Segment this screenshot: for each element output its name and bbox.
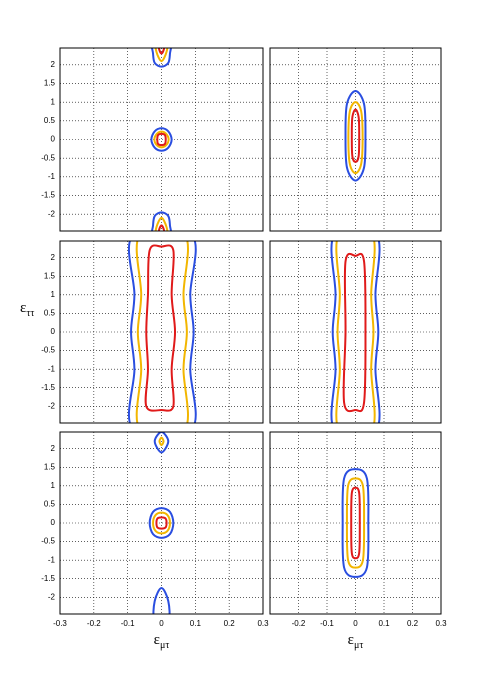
y-axis-label-symbol: ε	[20, 300, 26, 316]
contour-line	[330, 241, 381, 423]
y-tick-label: -0.5	[41, 537, 55, 546]
x-tick-label: 0	[159, 619, 164, 628]
contour-line	[342, 252, 367, 413]
panel: -2 -1.5 -1 -0.5 0 0.5 1 1.5 2	[41, 47, 264, 232]
y-tick-label: 1.5	[44, 271, 56, 280]
y-tick-label: -1	[48, 364, 56, 373]
contour-line	[153, 432, 170, 454]
y-tick-label: 2	[51, 60, 56, 69]
x-tick-label: 0.2	[224, 619, 236, 628]
y-tick-label: -1.5	[41, 574, 55, 583]
panel	[269, 240, 442, 424]
x-tick-label: 0.3	[257, 619, 269, 628]
y-tick-label: -0.5	[41, 153, 55, 162]
y-tick-label: -0.5	[41, 346, 55, 355]
contours	[150, 48, 173, 231]
y-tick-label: -1	[48, 172, 56, 181]
contour-line	[157, 224, 166, 231]
y-tick-label: -1	[48, 555, 56, 564]
contour-line	[144, 244, 177, 412]
y-tick-label: 0.5	[44, 500, 56, 509]
x-axis-label-subscript: μτ	[354, 640, 363, 651]
contour-line	[154, 48, 169, 63]
contour-line	[350, 486, 361, 560]
contour-line	[150, 127, 173, 152]
x-tick-label: 0.2	[407, 619, 419, 628]
contour-line	[345, 477, 366, 569]
x-tick-label: -0.2	[292, 619, 306, 628]
y-tick-label: -2	[48, 592, 56, 601]
contour-line	[152, 511, 171, 535]
y-tick-label: 0	[51, 327, 56, 336]
x-axis-label-subscript: μτ	[160, 640, 169, 651]
y-tick-label: -1.5	[41, 191, 55, 200]
x-axis-label: εμτ	[348, 632, 364, 651]
panel-frame	[59, 47, 264, 232]
y-tick-label: -2	[48, 401, 56, 410]
y-tick-label: -1.5	[41, 383, 55, 392]
y-axis-label: εττ	[20, 300, 34, 319]
x-tick-label: 0	[353, 619, 358, 628]
panel	[269, 47, 442, 232]
panel-frame	[269, 47, 442, 232]
contour-line	[153, 130, 170, 149]
contour-line	[152, 586, 171, 614]
y-tick-label: 2	[51, 253, 56, 262]
y-tick-label: 1	[51, 481, 56, 490]
panel-frame	[59, 431, 264, 615]
x-tick-label: 0.3	[435, 619, 447, 628]
contour-line	[335, 241, 376, 423]
contours	[148, 432, 175, 614]
contour-line	[350, 108, 361, 163]
contour-line	[154, 216, 169, 231]
contour-line	[347, 101, 364, 175]
contour-line	[158, 436, 165, 447]
y-axis-label-subscript: ττ	[26, 308, 34, 319]
y-tick-label: 1	[51, 97, 56, 106]
y-tick-label: 0	[51, 518, 56, 527]
x-tick-label: 0.1	[378, 619, 390, 628]
y-tick-label: 1.5	[44, 462, 56, 471]
contour-line	[156, 132, 167, 147]
x-tick-label: -0.2	[87, 619, 101, 628]
panel: -2 -1.5 -1 -0.5 0 0.5 1 1.5 2 εττ	[20, 240, 264, 424]
contour-line	[341, 468, 370, 578]
x-axis-label: εμτ	[154, 632, 170, 651]
contour-line	[157, 48, 166, 55]
x-tick-label: -0.1	[320, 619, 334, 628]
panel-frame	[269, 431, 442, 615]
contour-line	[127, 241, 197, 423]
contours	[127, 241, 197, 423]
contour-line	[150, 211, 173, 231]
panel: -0.3 -0.2 -0.1 0 0.1 0.2 0.3 -2 -1.5 -1 -0.5 0 0.5 1 1…	[41, 431, 269, 651]
contours	[330, 241, 381, 423]
panel: -0.2 -0.1 0 0.1 0.2 0.3 εμτ	[269, 431, 447, 651]
contour-line	[150, 48, 173, 68]
y-tick-label: 0	[51, 135, 56, 144]
x-tick-label: 0.1	[190, 619, 202, 628]
y-tick-label: 0.5	[44, 116, 56, 125]
x-tick-label: -0.3	[53, 619, 67, 628]
y-tick-label: 1	[51, 290, 56, 299]
contour-line	[155, 516, 168, 530]
y-tick-label: 0.5	[44, 309, 56, 318]
contour-line	[344, 89, 367, 182]
contours	[344, 89, 367, 182]
panel-frame	[59, 240, 264, 424]
contour-line	[148, 507, 175, 539]
panel-frame	[269, 240, 442, 424]
y-tick-label: -2	[48, 209, 56, 218]
contour-line	[135, 241, 189, 423]
x-tick-label: -0.1	[121, 619, 135, 628]
x-axis-label-symbol: ε	[154, 632, 160, 648]
y-tick-label: 2	[51, 444, 56, 453]
x-axis-label-symbol: ε	[348, 632, 354, 648]
y-tick-label: 1.5	[44, 79, 56, 88]
contours	[341, 468, 370, 578]
